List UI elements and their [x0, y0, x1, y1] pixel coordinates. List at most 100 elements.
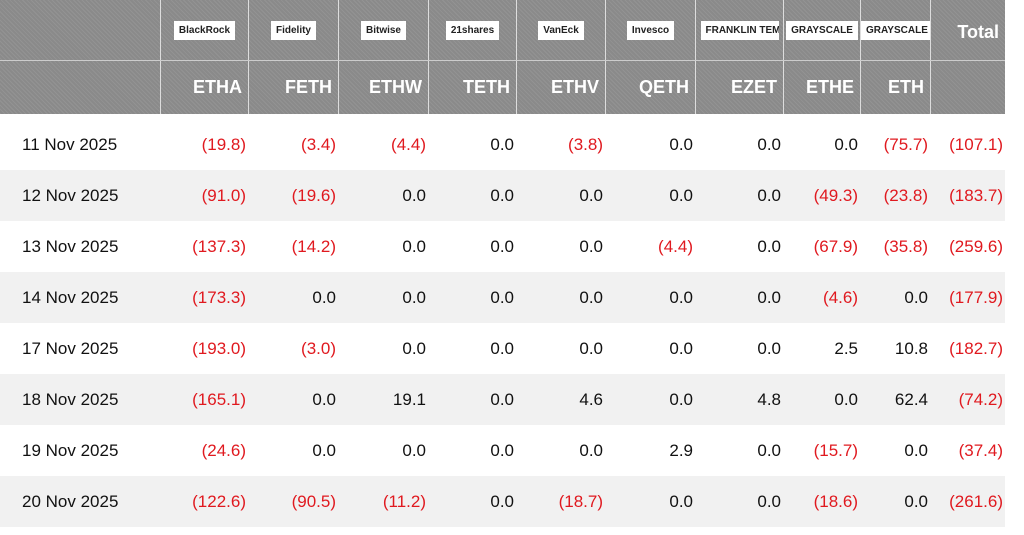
- flow-cell: (4.6): [823, 287, 858, 307]
- flow-cell: (183.7): [949, 185, 1003, 205]
- flow-cell: 0.0: [757, 287, 781, 307]
- flow-cell: 4.8: [757, 389, 781, 409]
- logo-cell: Bitwise: [338, 0, 428, 60]
- flow-cell: (177.9): [949, 287, 1003, 307]
- issuer-logo: VanEck: [538, 20, 584, 40]
- flow-cell: 19.1: [392, 389, 426, 409]
- issuer-logo: Invesco: [626, 20, 675, 40]
- flow-cell: 0.0: [402, 287, 426, 307]
- ticker: ETHA: [160, 61, 248, 114]
- flow-cell: 0.0: [904, 440, 928, 460]
- flow-cell: (165.1): [192, 389, 246, 409]
- flow-cell: (35.8): [883, 236, 928, 256]
- issuer-logo: GRAYSCALE: [861, 20, 930, 40]
- flow-cell: (261.6): [949, 491, 1003, 511]
- flow-cell: 0.0: [579, 236, 603, 256]
- ticker: QETH: [605, 61, 695, 114]
- table-row: 11 Nov 2025 (19.8) (3.4) (4.4) 0.0 (3.8) 0.0 0.…: [0, 119, 1005, 170]
- date-cell: 12 Nov 2025: [22, 185, 119, 205]
- flow-cell: 62.4: [894, 389, 928, 409]
- flow-cell: 0.0: [757, 185, 781, 205]
- flow-cell: (74.2): [958, 389, 1003, 409]
- flow-cell: (11.2): [382, 491, 426, 511]
- logo-cell: Fidelity: [248, 0, 338, 60]
- flow-cell: (193.0): [192, 338, 246, 358]
- flow-cell: 0.0: [490, 185, 514, 205]
- flow-cell: (122.6): [192, 491, 246, 511]
- flow-cell: 0.0: [490, 134, 514, 154]
- date-cell: 14 Nov 2025: [22, 287, 119, 307]
- flow-cell: 10.8: [894, 338, 928, 358]
- flow-cell: (173.3): [192, 287, 246, 307]
- logo-cell: GRAYSCALE: [860, 0, 930, 60]
- table-row: 14 Nov 2025 (173.3) 0.0 0.0 0.0 0.0 0.0 0.0 (4.6…: [0, 272, 1005, 323]
- flow-cell: (19.8): [201, 134, 246, 154]
- date-cell: 19 Nov 2025: [22, 440, 119, 460]
- flow-cell: (23.8): [883, 185, 928, 205]
- flow-cell: 0.0: [490, 389, 514, 409]
- flow-cell: 0.0: [402, 236, 426, 256]
- flow-cell: 0.0: [312, 440, 336, 460]
- flow-cell: 0.0: [490, 440, 514, 460]
- flow-cell: 0.0: [579, 287, 603, 307]
- ticker: ETHV: [516, 61, 605, 114]
- header-blank: [0, 61, 160, 114]
- flow-cell: (18.6): [813, 491, 858, 511]
- flow-cell: (37.4): [958, 440, 1003, 460]
- flow-cell: 0.0: [757, 440, 781, 460]
- table-header: BlackRock Fidelity Bitwise 21shares VanEck In…: [0, 0, 1005, 114]
- logo-cell: GRAYSCALE: [783, 0, 860, 60]
- flow-cell: (15.7): [813, 440, 858, 460]
- table-row: 12 Nov 2025 (91.0) (19.6) 0.0 0.0 0.0 0.0 0.0 (4…: [0, 170, 1005, 221]
- table-row: 18 Nov 2025 (165.1) 0.0 19.1 0.0 4.6 0.0 4.8 0.0…: [0, 374, 1005, 425]
- flow-cell: 0.0: [579, 185, 603, 205]
- logo-cell: Invesco: [605, 0, 695, 60]
- flow-cell: 0.0: [834, 389, 858, 409]
- flow-cell: (3.4): [301, 134, 336, 154]
- issuer-logo: Fidelity: [270, 20, 316, 40]
- header-blank: [0, 0, 160, 60]
- date-cell: 20 Nov 2025: [22, 491, 119, 511]
- flow-cell: (3.0): [301, 338, 336, 358]
- flow-cell: (259.6): [949, 236, 1003, 256]
- flow-cell: 0.0: [669, 389, 693, 409]
- flow-cell: (4.4): [391, 134, 426, 154]
- logo-cell: BlackRock: [160, 0, 248, 60]
- flow-cell: 0.0: [757, 491, 781, 511]
- ticker: EZET: [695, 61, 783, 114]
- flow-cell: (67.9): [813, 236, 858, 256]
- flow-cell: 2.9: [669, 440, 693, 460]
- flow-cell: (24.6): [201, 440, 246, 460]
- table-body: 11 Nov 2025 (19.8) (3.4) (4.4) 0.0 (3.8) 0.0 0.…: [0, 119, 1005, 527]
- flow-cell: (19.6): [291, 185, 336, 205]
- logo-row: BlackRock Fidelity Bitwise 21shares VanEck In…: [0, 0, 1005, 61]
- ticker: ETHE: [783, 61, 860, 114]
- flow-cell: (90.5): [291, 491, 336, 511]
- table-row: 17 Nov 2025 (193.0) (3.0) 0.0 0.0 0.0 0.0 0.0 2.…: [0, 323, 1005, 374]
- header-blank: [930, 61, 1005, 114]
- flow-cell: (49.3): [813, 185, 858, 205]
- flow-cell: 0.0: [757, 236, 781, 256]
- flow-cell: 4.6: [579, 389, 603, 409]
- date-cell: 13 Nov 2025: [22, 236, 119, 256]
- flow-cell: 0.0: [490, 338, 514, 358]
- table-row: 13 Nov 2025 (137.3) (14.2) 0.0 0.0 0.0 (4.4) 0.…: [0, 221, 1005, 272]
- total-header: Total: [930, 0, 1005, 60]
- issuer-logo: BlackRock: [173, 20, 236, 40]
- flow-cell: 0.0: [312, 389, 336, 409]
- logo-cell: 21shares: [428, 0, 516, 60]
- flow-cell: 0.0: [669, 338, 693, 358]
- flow-cell: 0.0: [579, 440, 603, 460]
- flow-cell: 0.0: [904, 287, 928, 307]
- flow-cell: 0.0: [490, 287, 514, 307]
- table-row: 20 Nov 2025 (122.6) (90.5) (11.2) 0.0 (18.7) 0…: [0, 476, 1005, 527]
- ticker: ETHW: [338, 61, 428, 114]
- flow-cell: (75.7): [883, 134, 928, 154]
- flow-cell: (137.3): [192, 236, 246, 256]
- flow-cell: (182.7): [949, 338, 1003, 358]
- flow-cell: 0.0: [669, 491, 693, 511]
- flow-cell: 0.0: [669, 287, 693, 307]
- flow-cell: 0.0: [669, 134, 693, 154]
- flow-cell: 2.5: [834, 338, 858, 358]
- table-row: 19 Nov 2025 (24.6) 0.0 0.0 0.0 0.0 2.9 0.0 (15.7…: [0, 425, 1005, 476]
